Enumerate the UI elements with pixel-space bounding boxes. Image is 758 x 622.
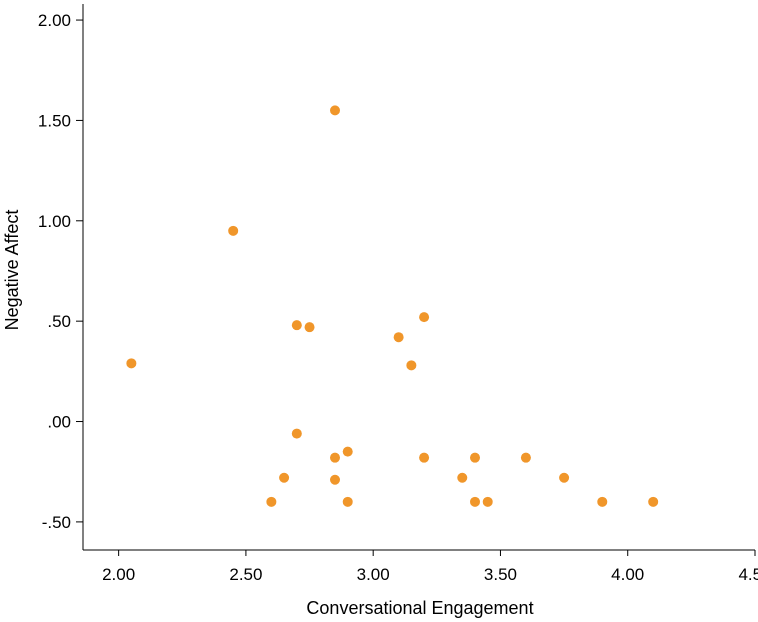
data-point [648,496,659,507]
data-point [291,428,302,439]
y-ticks: -.50 .00 .50 1.00 1.50 2.00 [38,11,83,532]
data-point [330,452,340,463]
y-tick-label: .50 [47,312,71,331]
y-tick-label: -.50 [42,513,71,532]
data-point [126,358,137,369]
y-tick-label: 1.50 [38,111,71,130]
data-point [470,452,480,463]
data-point [228,225,239,236]
x-ticks: 2.00 2.50 3.00 3.50 4.00 4.50 [102,550,758,584]
data-point [342,446,353,457]
data-point [342,496,353,507]
x-tick-label: 3.50 [484,565,517,584]
y-axis-title: Negative Affect [2,210,22,331]
data-point [406,360,417,371]
y-tick-label: 2.00 [38,11,71,30]
x-tick-label: 4.00 [611,565,644,584]
x-tick-label: 2.50 [229,565,262,584]
data-point [597,496,608,507]
data-point [470,496,480,507]
x-tick-label: 4.50 [738,565,758,584]
data-points [126,105,659,507]
data-point [393,332,404,343]
y-tick-label: .00 [47,413,71,432]
data-point [419,452,430,463]
x-tick-label: 2.00 [102,565,135,584]
data-point [330,474,340,485]
x-tick-label: 3.00 [357,565,390,584]
data-point [266,496,277,507]
data-point [279,472,290,483]
data-point [419,312,430,323]
data-point [482,496,493,507]
data-point [291,320,302,331]
data-point [330,105,340,116]
data-point [559,472,570,483]
axes [82,4,755,551]
data-point [457,472,468,483]
data-point [304,322,315,333]
y-tick-label: 1.00 [38,212,71,231]
data-point [520,452,531,463]
x-axis-title: Conversational Engagement [306,598,533,618]
